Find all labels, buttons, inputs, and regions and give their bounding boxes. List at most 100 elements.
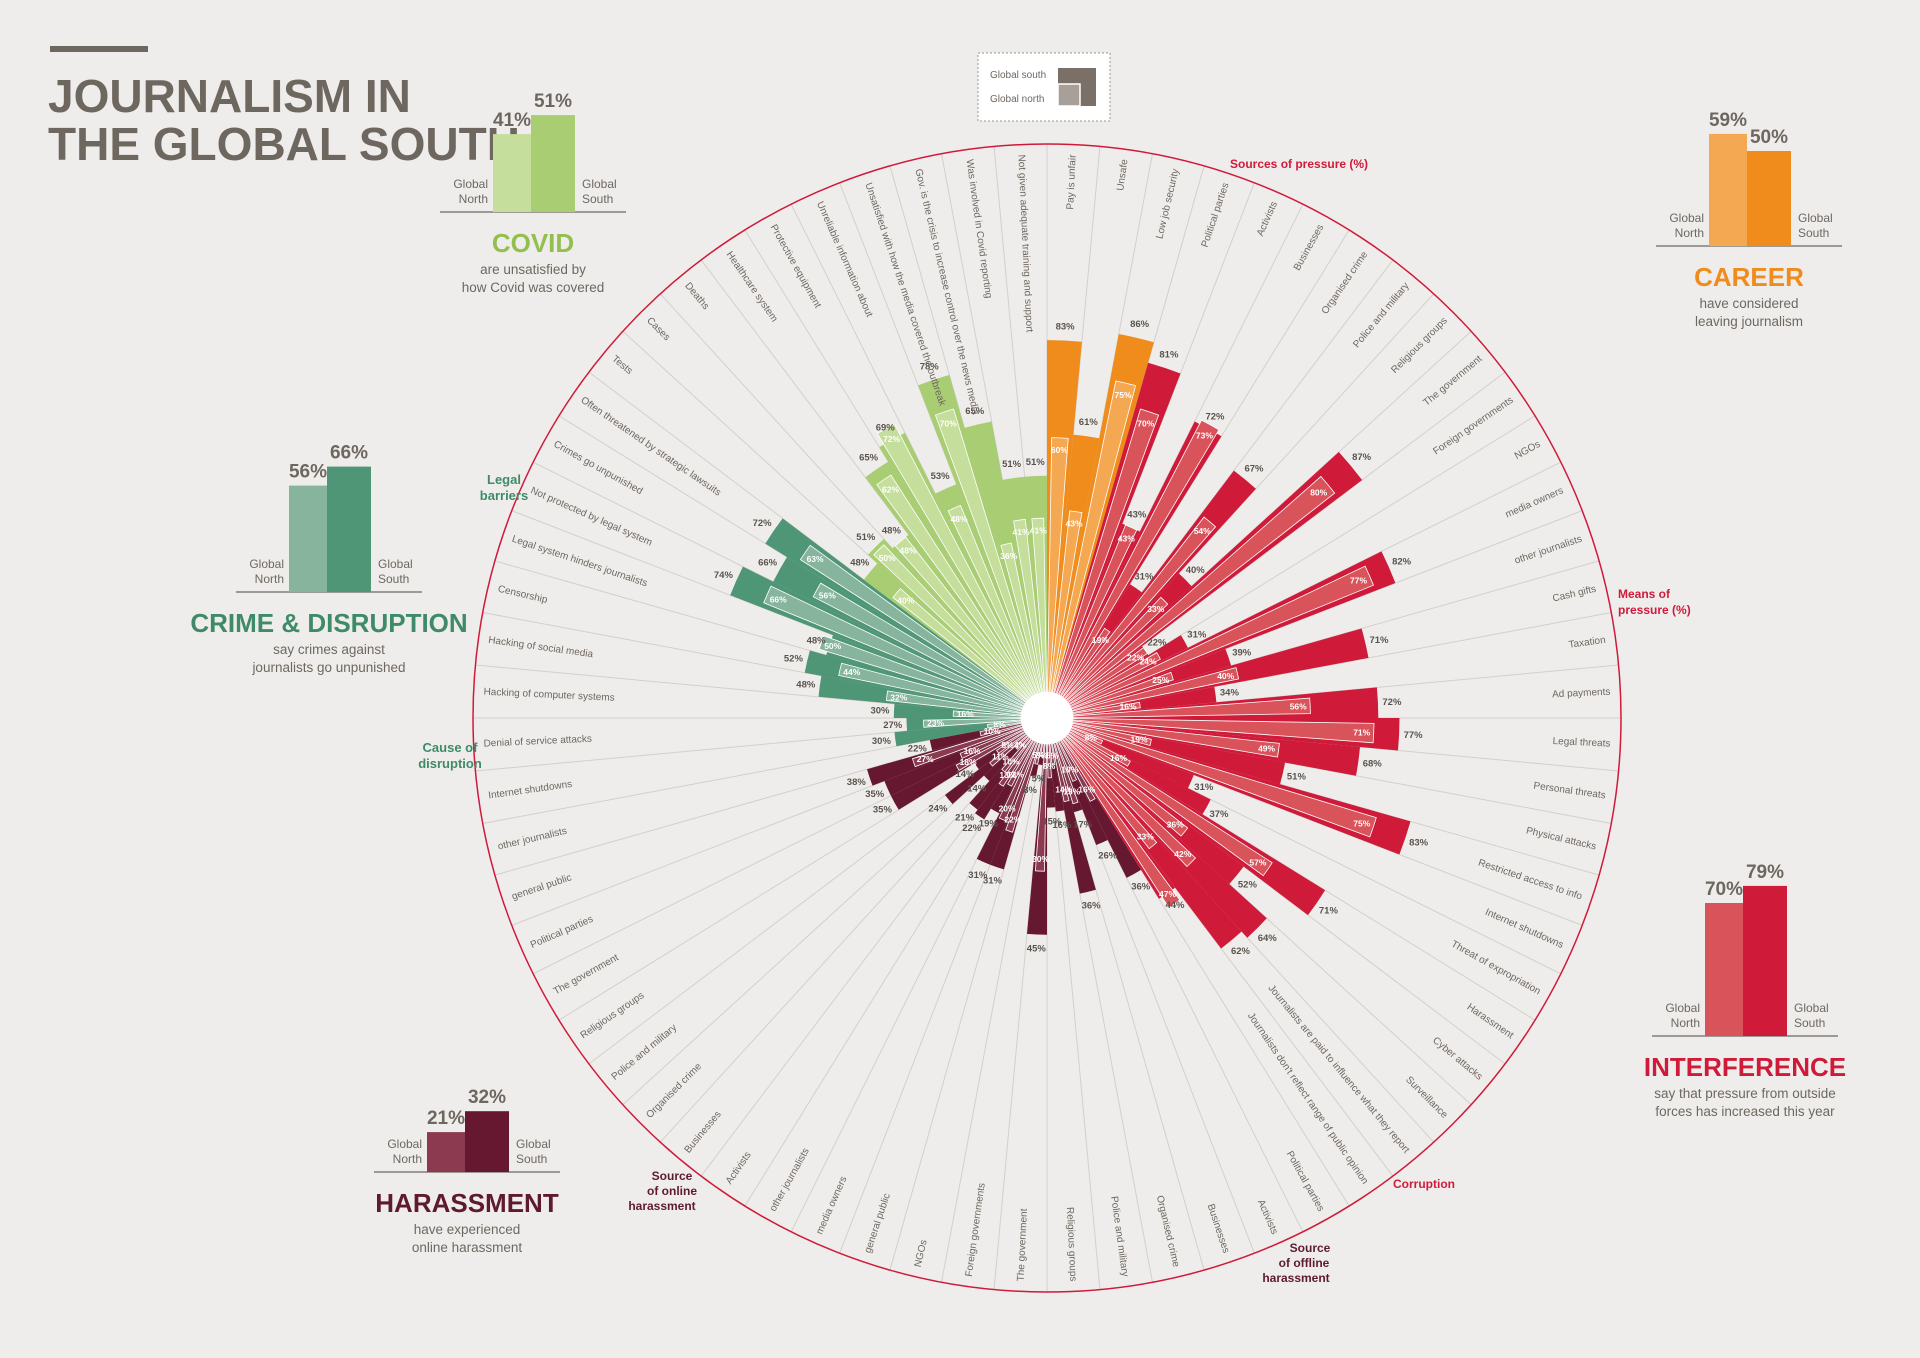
label-online-2: of online [647,1184,697,1198]
bar-north [1068,729,1131,767]
panel-value-north: 56% [289,462,327,483]
value-label-north: 14% [1055,784,1072,794]
grid-spoke [558,731,1026,1021]
value-label-south: 81% [1159,349,1179,360]
value-label-north: 12% [1007,770,1024,780]
bar-north [1067,731,1273,877]
label-offline-1: Source [1290,1241,1331,1255]
panel-bar-north [1705,903,1743,1036]
panel-north-word2: North [255,572,284,586]
value-label-south: 72% [1382,697,1402,708]
category-label: Was involved in Covid reporting [964,159,994,299]
category-label: Internet shutdowns [488,779,573,802]
value-label-south: 36% [1082,901,1102,912]
panel-value-north: 21% [427,1108,465,1129]
value-label-south: 45% [1027,944,1047,955]
value-label-north: 15% [1063,787,1080,797]
bar-north [947,504,1038,696]
category-label: Police and military [1108,1195,1130,1277]
value-label-north: 19% [1092,635,1109,645]
label-corruption: Corruption [1393,1177,1455,1191]
panel-value-south: 51% [534,91,572,112]
panel-value-north: 59% [1709,110,1747,131]
panel-desc-line2: journalists go unpunished [251,660,405,675]
value-label-south: 30% [872,736,892,747]
category-label: Surveillance [1403,1074,1450,1121]
bar-north [894,536,1032,700]
panel-south-word2: South [582,192,613,206]
value-label-south: 62% [1231,946,1251,957]
bar-north [838,662,1023,714]
value-label-south: 48% [850,557,870,568]
panel-bar-south [531,115,575,212]
value-label-north: 3% [1036,751,1049,761]
value-label-south: 8% [1023,785,1037,796]
value-label-north: 70% [1137,418,1154,428]
grid-spoke [622,330,1029,701]
bar-north [1065,475,1336,703]
category-label: Religious groups [579,990,647,1041]
panel-desc-line1: say that pressure from outside [1654,1086,1836,1101]
value-label-south: 86% [1130,319,1150,330]
value-label-south: 48% [796,679,816,690]
panel-desc-line2: forces has increased this year [1655,1104,1835,1119]
panel-north-word1: Global [387,1137,422,1151]
panel-value-south: 50% [1750,127,1788,148]
bar-north [1070,725,1377,838]
legend: Global south Global north [977,52,1111,122]
value-label-north: 20% [999,803,1016,813]
panel-north-word1: Global [1665,1001,1700,1015]
bar-north [892,588,1029,703]
value-label-north: 8% [1043,761,1056,771]
value-label-south: 31% [968,870,988,881]
category-label: Taxation [1568,635,1606,651]
category-label: Political parties [1200,181,1232,248]
category-label: Organised crime [644,1061,704,1121]
value-label-north: 22% [1004,815,1021,825]
category-label: Cases [644,315,672,343]
category-label: Tests [609,354,634,377]
value-label-south: 27% [883,720,903,731]
panel-bar-north [289,485,327,592]
category-label: Crimes go unpunished [552,439,645,497]
bar-north [911,725,1024,768]
panel-harassment: 21%32%GlobalNorthGlobalSouthHARASSMENTha… [374,1087,560,1255]
value-label-south: 82% [1392,556,1412,567]
value-label-north: 16% [1120,702,1137,712]
page-title-line1: JOURNALISM IN [48,70,411,122]
panel-desc-line1: have experienced [414,1222,521,1237]
value-label-north: 19% [1130,735,1147,745]
panel-north-word2: North [459,192,488,206]
category-label: Police and military [610,1022,679,1082]
value-label-north: 57% [1249,858,1266,868]
panel-north-word2: North [1671,1016,1700,1030]
bar-north [1071,722,1152,746]
label-legal-2: barriers [480,488,528,503]
value-label-south: 17% [1073,819,1093,830]
value-label-north: 48% [951,514,968,524]
value-label-north: 10% [1002,756,1019,766]
value-label-north: 50% [879,553,896,563]
panel-value-north: 70% [1705,879,1743,900]
value-label-south: 31% [1194,782,1214,793]
value-label-south: 69% [876,423,896,434]
category-label: NGOs [1513,439,1543,462]
category-label: Businesses [1205,1203,1232,1255]
value-label-north: 8% [993,720,1006,730]
value-label-south: 51% [856,532,876,543]
category-label: The government [1016,1208,1030,1281]
label-online-3: harassment [628,1199,695,1213]
bar-north [1056,740,1078,782]
value-label-north: 47% [1159,889,1176,899]
category-label: Low job security [1154,168,1181,240]
bar-north [1069,727,1104,745]
bar-north [989,733,1029,767]
value-label-south: 15% [1042,817,1062,828]
bar-north [1067,647,1148,705]
category-label: Police and military [1351,281,1411,350]
grid-spoke [475,664,1022,717]
panel-south-word1: Global [516,1137,551,1151]
group-labels: Legal barriers Cause of disruption Sourc… [418,157,1690,1285]
value-label-north: 49% [1258,744,1275,754]
category-label: Unsafe [1115,158,1130,191]
